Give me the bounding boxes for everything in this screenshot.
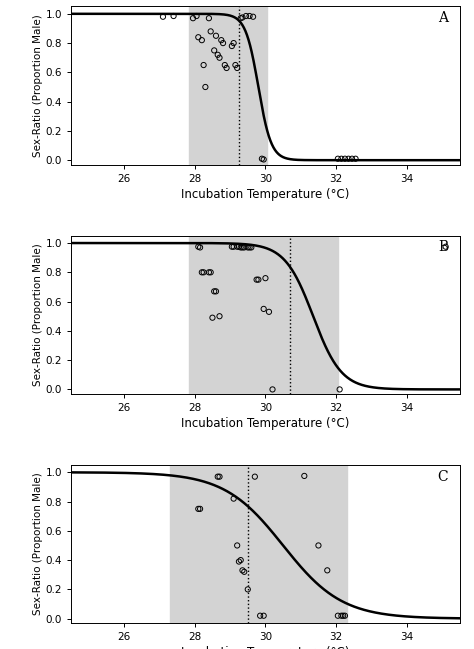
Point [244, 242, 252, 252]
Point [228, 41, 236, 51]
X-axis label: Incubation Temperature (°C): Incubation Temperature (°C) [181, 646, 350, 649]
Bar [190, 6, 267, 165]
Point [237, 555, 245, 565]
Point [228, 241, 236, 252]
Point [239, 565, 246, 576]
Point [196, 504, 204, 514]
Point [194, 504, 202, 514]
Point [334, 154, 342, 164]
Point [230, 493, 237, 504]
Point [207, 267, 214, 278]
Point [315, 540, 322, 550]
Point [201, 82, 209, 92]
Point [216, 471, 223, 482]
Text: A: A [438, 11, 448, 25]
Point [230, 38, 237, 48]
Point [323, 565, 331, 576]
Point [200, 60, 208, 70]
Point [170, 11, 177, 21]
Point [253, 275, 260, 285]
Point [249, 12, 257, 22]
Point [210, 45, 218, 56]
Point [205, 267, 213, 278]
Point [352, 154, 359, 164]
Point [244, 584, 252, 594]
Point [210, 286, 218, 297]
Point [233, 241, 241, 252]
Point [260, 154, 267, 165]
Point [159, 12, 167, 22]
Point [240, 242, 248, 252]
Point [212, 31, 220, 41]
Point [339, 611, 347, 621]
Point [207, 26, 214, 36]
Point [345, 154, 352, 164]
Point [260, 304, 267, 314]
Point [235, 556, 243, 567]
Point [246, 242, 253, 252]
Y-axis label: Sex-Ratio (Proportion Male): Sex-Ratio (Proportion Male) [33, 472, 43, 615]
Point [198, 267, 206, 278]
Point [301, 471, 308, 481]
Point [214, 49, 221, 60]
Point [341, 154, 349, 164]
Point [194, 32, 202, 42]
Point [240, 567, 248, 577]
Point [209, 313, 216, 323]
Point [212, 286, 220, 297]
Point [219, 38, 227, 48]
Point [269, 384, 276, 395]
Point [334, 611, 342, 621]
Point [193, 11, 201, 21]
Point [233, 540, 241, 550]
Point [262, 273, 269, 284]
Point [247, 242, 255, 252]
Point [242, 11, 250, 21]
Bar [170, 465, 346, 623]
Text: C: C [438, 470, 448, 484]
Text: B: B [438, 241, 448, 254]
Y-axis label: Sex-Ratio (Proportion Male): Sex-Ratio (Proportion Male) [33, 243, 43, 386]
Point [336, 384, 344, 395]
Point [233, 63, 241, 73]
Point [196, 242, 204, 252]
Point [232, 60, 239, 70]
Point [200, 267, 208, 278]
X-axis label: Incubation Temperature (°C): Incubation Temperature (°C) [181, 417, 350, 430]
Point [189, 13, 197, 23]
Point [221, 60, 228, 70]
Point [237, 13, 245, 23]
Point [230, 241, 237, 252]
Point [205, 13, 213, 23]
Point [216, 53, 223, 63]
Point [235, 241, 243, 252]
Y-axis label: Sex-Ratio (Proportion Male): Sex-Ratio (Proportion Male) [33, 14, 43, 157]
Point [216, 311, 223, 321]
Point [341, 611, 349, 621]
Bar [190, 236, 338, 394]
Point [337, 154, 345, 164]
Point [237, 242, 245, 252]
Point [442, 241, 449, 252]
Point [198, 35, 206, 45]
Point [223, 63, 230, 73]
Point [246, 11, 253, 21]
Point [255, 275, 262, 285]
Point [258, 154, 266, 164]
X-axis label: Incubation Temperature (°C): Incubation Temperature (°C) [181, 188, 350, 201]
Point [194, 241, 202, 252]
Point [239, 242, 246, 252]
Point [260, 611, 267, 621]
Point [348, 154, 356, 164]
Point [251, 471, 259, 482]
Point [256, 611, 264, 621]
Point [214, 471, 221, 482]
Point [265, 306, 273, 317]
Point [337, 611, 345, 621]
Point [218, 35, 225, 45]
Point [239, 12, 246, 23]
